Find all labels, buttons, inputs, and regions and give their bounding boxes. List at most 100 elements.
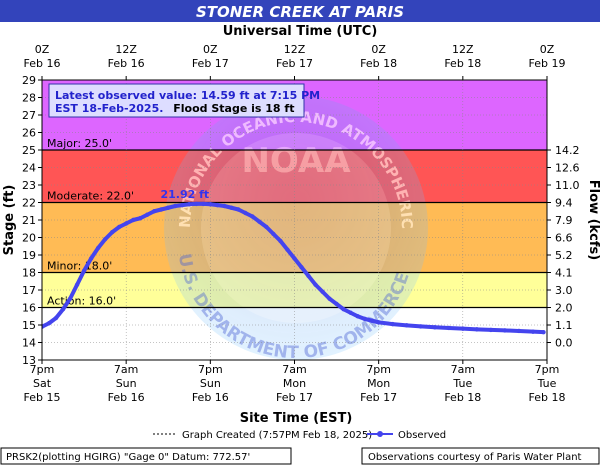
data-point: [130, 217, 136, 223]
data-point: [488, 327, 494, 333]
data-point: [502, 328, 508, 333]
bottom-tick-time: 7am: [114, 363, 138, 376]
bottom-tick-day: Sun: [116, 377, 137, 390]
data-point: [271, 231, 276, 237]
bottom-tick-date: Feb 15: [24, 391, 61, 404]
data-point: [334, 301, 339, 307]
data-point: [236, 207, 241, 212]
legend-created-label: Graph Created (7:57PM Feb 18, 2025): [182, 430, 372, 441]
data-point: [348, 310, 353, 315]
data-point: [243, 210, 248, 216]
bottom-tick-time: 7am: [451, 363, 475, 376]
data-point: [166, 205, 171, 210]
data-point: [369, 318, 374, 323]
crest-label: 21.92 ft: [160, 188, 209, 201]
bottom-axis-title: Site Time (EST): [240, 411, 353, 426]
top-tick-date: Feb 17: [192, 57, 229, 70]
top-axis-title: Universal Time (UTC): [223, 24, 378, 39]
data-point: [390, 321, 395, 327]
threshold-label: Major: 25.0': [47, 137, 112, 150]
data-point: [327, 296, 332, 301]
legend-observed-marker: [377, 431, 383, 437]
data-point: [123, 221, 129, 226]
data-point: [376, 320, 381, 325]
data-point: [88, 256, 94, 261]
bottom-tick-time: 7am: [282, 363, 306, 376]
right-tick-label: 6.6: [555, 232, 573, 245]
bottom-tick-day: Sun: [200, 377, 221, 390]
top-tick-label: 0Z: [540, 43, 555, 56]
left-tick-label: 23: [22, 179, 36, 192]
left-tick-label: 28: [22, 92, 36, 105]
data-point: [159, 207, 164, 212]
left-tick-label: 18: [22, 267, 36, 280]
data-point: [81, 268, 87, 273]
bottom-tick-day: Tue: [452, 377, 472, 390]
threshold-label: Action: 16.0': [47, 295, 116, 308]
bottom-tick-date: Feb 16: [108, 391, 145, 404]
data-point: [201, 201, 206, 207]
threshold-label: Minor: 18.0': [47, 260, 112, 273]
data-point: [530, 329, 536, 334]
right-tick-label: 9.4: [555, 197, 573, 210]
annotation-date: EST 18-Feb-2025.: [55, 102, 163, 115]
data-point: [320, 289, 325, 294]
right-tick-label: 14.2: [555, 144, 580, 157]
right-tick-label: 1.1: [555, 319, 573, 332]
left-tick-label: 20: [22, 232, 36, 245]
watermark-inner-circle: [201, 133, 391, 323]
data-point: [95, 245, 101, 251]
data-point: [299, 265, 304, 270]
data-point: [250, 214, 255, 219]
data-point: [285, 247, 290, 252]
left-tick-label: 22: [22, 197, 36, 210]
top-tick-label: 0Z: [203, 43, 218, 56]
data-point: [264, 224, 269, 230]
data-point: [208, 202, 213, 207]
footer-right: Observations courtesy of Paris Water Pla…: [368, 452, 582, 463]
annotation-line2: EST 18-Feb-2025. Flood Stage is 18 ft: [55, 102, 294, 115]
data-point: [74, 282, 80, 287]
right-axis-title: Flow (kcfs): [586, 180, 600, 260]
footer-right-box: [361, 447, 600, 465]
data-point: [46, 321, 52, 326]
top-tick-date: Feb 18: [360, 57, 397, 70]
bottom-tick-time: 7pm: [535, 363, 560, 376]
bottom-tick-day: Sat: [33, 377, 52, 390]
bottom-tick-date: Feb 16: [192, 391, 229, 404]
footer-left: PRSK2(plotting HGIRG) "Gage 0" Datum: 77…: [6, 452, 250, 463]
left-tick-label: 26: [22, 127, 36, 140]
data-point: [257, 219, 262, 224]
data-point: [67, 296, 73, 301]
data-point: [109, 230, 115, 235]
watermark-circle: [164, 96, 428, 360]
data-point: [474, 327, 480, 332]
data-point: [194, 201, 199, 207]
data-point: [215, 202, 220, 208]
left-tick-label: 29: [22, 74, 36, 87]
series-observed: [42, 201, 546, 335]
data-point: [516, 328, 522, 334]
data-point: [404, 323, 409, 328]
data-point: [145, 212, 150, 217]
watermark-logo: NOAA: [241, 141, 351, 181]
right-tick-label: 12.6: [555, 162, 580, 175]
right-tick-label: 2.0: [555, 302, 573, 315]
threshold-label: Moderate: 22.0': [47, 190, 134, 203]
left-axis-title: Stage (ft): [2, 185, 17, 256]
right-tick-label: 4.1: [555, 267, 573, 280]
right-tick-label: 11.0: [555, 179, 580, 192]
top-tick-label: 0Z: [35, 43, 50, 56]
bottom-tick-day: Mon: [367, 377, 390, 390]
bottom-tick-time: 7pm: [198, 363, 223, 376]
left-tick-label: 21: [22, 214, 36, 227]
data-point: [313, 282, 318, 287]
top-tick-label: 12Z: [284, 43, 306, 56]
data-point: [53, 315, 59, 321]
top-tick-date: Feb 16: [108, 57, 145, 70]
bottom-tick-date: Feb 17: [360, 391, 397, 404]
top-tick-date: Feb 17: [276, 57, 313, 70]
